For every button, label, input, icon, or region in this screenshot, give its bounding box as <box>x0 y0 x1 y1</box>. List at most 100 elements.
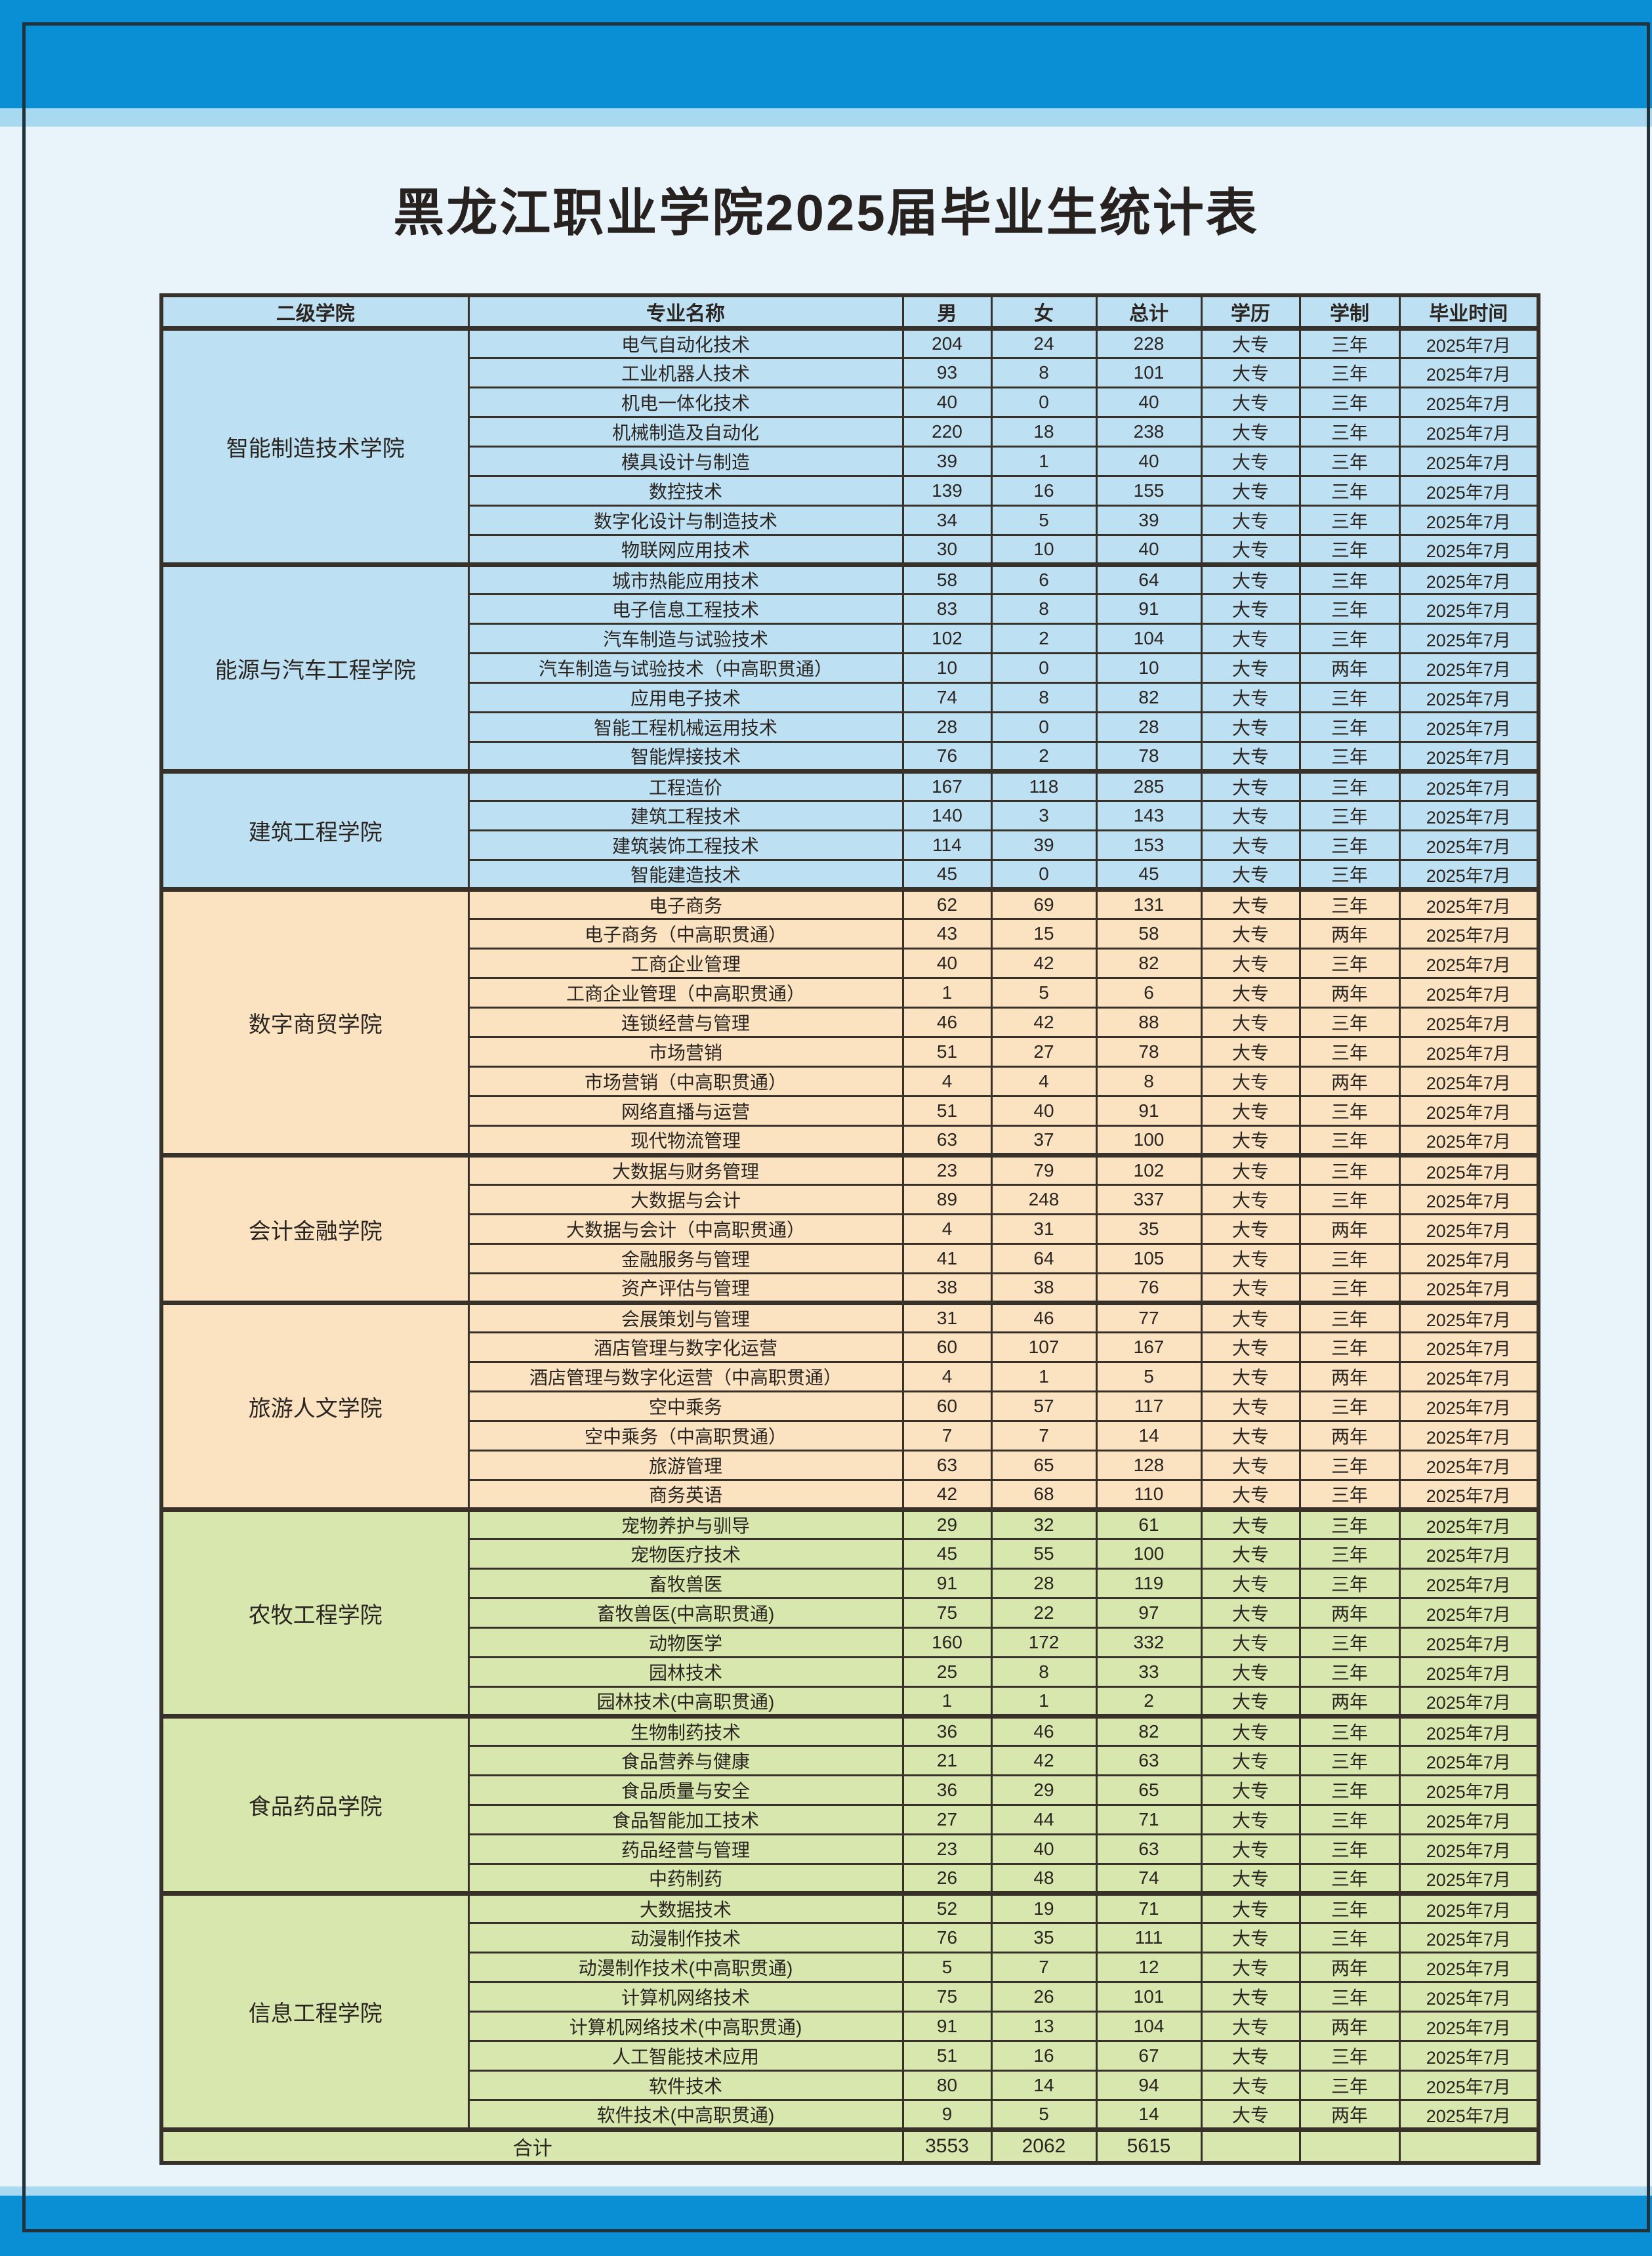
total-count-cell: 35 <box>1095 1213 1203 1245</box>
female-count-cell: 42 <box>990 1007 1098 1038</box>
duration-cell: 三年 <box>1298 1007 1401 1038</box>
table-row: 数控技术 139 16 155 大专 三年 2025年7月 <box>161 475 1540 507</box>
female-count-cell: 68 <box>990 1479 1098 1511</box>
grad-time-cell: 2025年7月 <box>1398 1981 1540 2013</box>
total-count-cell: 71 <box>1095 1804 1203 1835</box>
duration-cell: 三年 <box>1298 1507 1401 1540</box>
grad-time-cell: 2025年7月 <box>1398 2099 1540 2131</box>
male-count-cell: 4 <box>901 1213 993 1245</box>
male-count-cell: 31 <box>901 1301 993 1333</box>
total-count-cell: 102 <box>1095 1153 1203 1186</box>
grad-time-cell: 2025年7月 <box>1398 769 1540 802</box>
table-row: 建筑工程技术 140 3 143 大专 三年 2025年7月 <box>161 800 1540 831</box>
duration-cell: 三年 <box>1298 1272 1401 1304</box>
degree-cell: 大专 <box>1200 1774 1301 1806</box>
duration-cell: 两年 <box>1298 2011 1401 2042</box>
table-row: 中药制药 26 48 74 大专 三年 2025年7月 <box>161 1863 1540 1894</box>
degree-cell: 大专 <box>1200 1891 1301 1924</box>
male-count-cell: 34 <box>901 505 993 536</box>
female-count-cell: 8 <box>990 1656 1098 1688</box>
duration-cell: 三年 <box>1298 357 1401 388</box>
male-count-cell: 76 <box>901 1922 993 1953</box>
female-count-cell: 32 <box>990 1507 1098 1540</box>
duration-cell: 三年 <box>1298 1390 1401 1422</box>
major-cell: 动漫制作技术(中高职贯通) <box>467 1952 904 1983</box>
male-count-cell: 60 <box>901 1331 993 1363</box>
grad-time-cell: 2025年7月 <box>1398 1243 1540 1274</box>
female-count-cell: 79 <box>990 1153 1098 1186</box>
degree-cell: 大专 <box>1200 1066 1301 1097</box>
top-light-blue-band <box>0 108 1652 127</box>
female-count-cell: 118 <box>990 769 1098 802</box>
total-count-cell: 117 <box>1095 1390 1203 1422</box>
college-cell: 能源与汽车工程学院 <box>160 562 470 772</box>
grad-time-cell: 2025年7月 <box>1398 1066 1540 1097</box>
male-count-cell: 89 <box>901 1184 993 1215</box>
degree-cell: 大专 <box>1200 475 1301 507</box>
total-count-cell: 104 <box>1095 623 1203 654</box>
major-cell: 人工智能技术应用 <box>467 2040 904 2072</box>
female-count-cell: 42 <box>990 948 1098 979</box>
total-count-cell: 76 <box>1095 1272 1203 1304</box>
major-cell: 大数据与会计 <box>467 1184 904 1215</box>
grad-time-cell: 2025年7月 <box>1398 505 1540 536</box>
female-count-cell: 39 <box>990 829 1098 861</box>
grad-time-cell: 2025年7月 <box>1398 1184 1540 1215</box>
degree-cell: 大专 <box>1200 948 1301 979</box>
duration-cell: 三年 <box>1298 1125 1401 1156</box>
total-count-cell: 101 <box>1095 357 1203 388</box>
duration-cell: 两年 <box>1298 1597 1401 1629</box>
table-row: 畜牧兽医 91 28 119 大专 三年 2025年7月 <box>161 1568 1540 1599</box>
male-count-cell: 74 <box>901 682 993 713</box>
table-row: 数字商贸学院 电子商务 62 69 131 大专 三年 2025年7月 <box>160 887 1540 1156</box>
degree-cell: 大专 <box>1200 1361 1301 1392</box>
degree-cell: 大专 <box>1200 918 1301 950</box>
female-count-cell: 37 <box>990 1125 1098 1156</box>
female-count-cell: 13 <box>990 2011 1098 2042</box>
total-count-cell: 5 <box>1095 1361 1203 1392</box>
male-count-cell: 80 <box>901 2070 993 2101</box>
table-row: 能源与汽车工程学院 城市热能应用技术 58 6 64 大专 三年 2025年7月 <box>160 562 1540 772</box>
major-cell: 工商企业管理（中高职贯通） <box>467 977 904 1009</box>
grad-time-cell: 2025年7月 <box>1398 918 1540 950</box>
male-count-cell: 140 <box>901 800 993 831</box>
total-count-cell: 97 <box>1095 1597 1203 1629</box>
male-count-cell: 4 <box>901 1361 993 1392</box>
total-count-cell: 65 <box>1095 1774 1203 1806</box>
table-row: 汽车制造与试验技术（中高职贯通） 10 0 10 大专 两年 2025年7月 <box>161 652 1540 684</box>
male-count-cell: 1 <box>901 1686 993 1717</box>
table-row: 人工智能技术应用 51 16 67 大专 三年 2025年7月 <box>161 2040 1540 2072</box>
duration-cell: 三年 <box>1298 859 1401 890</box>
female-count-cell: 28 <box>990 1568 1098 1599</box>
total-count-cell: 167 <box>1095 1331 1203 1363</box>
total-count-cell: 63 <box>1095 1745 1203 1776</box>
major-cell: 食品智能加工技术 <box>467 1804 904 1835</box>
degree-cell: 大专 <box>1200 1804 1301 1835</box>
total-count-cell: 71 <box>1095 1891 1203 1924</box>
degree-cell: 大专 <box>1200 386 1301 418</box>
major-cell: 物联网应用技术 <box>467 534 904 566</box>
table-row: 宠物医疗技术 45 55 100 大专 三年 2025年7月 <box>161 1538 1540 1570</box>
grad-time-cell: 2025年7月 <box>1398 623 1540 654</box>
major-cell: 数字化设计与制造技术 <box>467 505 904 536</box>
degree-cell: 大专 <box>1200 1627 1301 1658</box>
total-count-cell: 110 <box>1095 1479 1203 1511</box>
male-count-cell: 38 <box>901 1272 993 1304</box>
total-count-cell: 6 <box>1095 977 1203 1009</box>
grad-time-cell: 2025年7月 <box>1398 446 1540 477</box>
female-count-cell: 40 <box>990 1095 1098 1127</box>
male-count-cell: 9 <box>901 2099 993 2131</box>
degree-cell: 大专 <box>1200 1095 1301 1127</box>
major-cell: 畜牧兽医(中高职贯通) <box>467 1597 904 1629</box>
degree-cell: 大专 <box>1200 416 1301 448</box>
degree-cell: 大专 <box>1200 2040 1301 2072</box>
table-row: 酒店管理与数字化运营（中高职贯通） 4 1 5 大专 两年 2025年7月 <box>161 1361 1540 1392</box>
duration-cell: 三年 <box>1298 623 1401 654</box>
table-row: 食品药品学院 生物制药技术 36 46 82 大专 三年 2025年7月 <box>160 1714 1540 1894</box>
degree-cell: 大专 <box>1200 446 1301 477</box>
total-row: 合计 3553 2062 5615 <box>160 2127 1540 2164</box>
table-row: 市场营销（中高职贯通） 4 4 8 大专 两年 2025年7月 <box>161 1066 1540 1097</box>
table-row: 金融服务与管理 41 64 105 大专 三年 2025年7月 <box>161 1243 1540 1274</box>
female-count-cell: 172 <box>990 1627 1098 1658</box>
major-cell: 工商企业管理 <box>467 948 904 979</box>
